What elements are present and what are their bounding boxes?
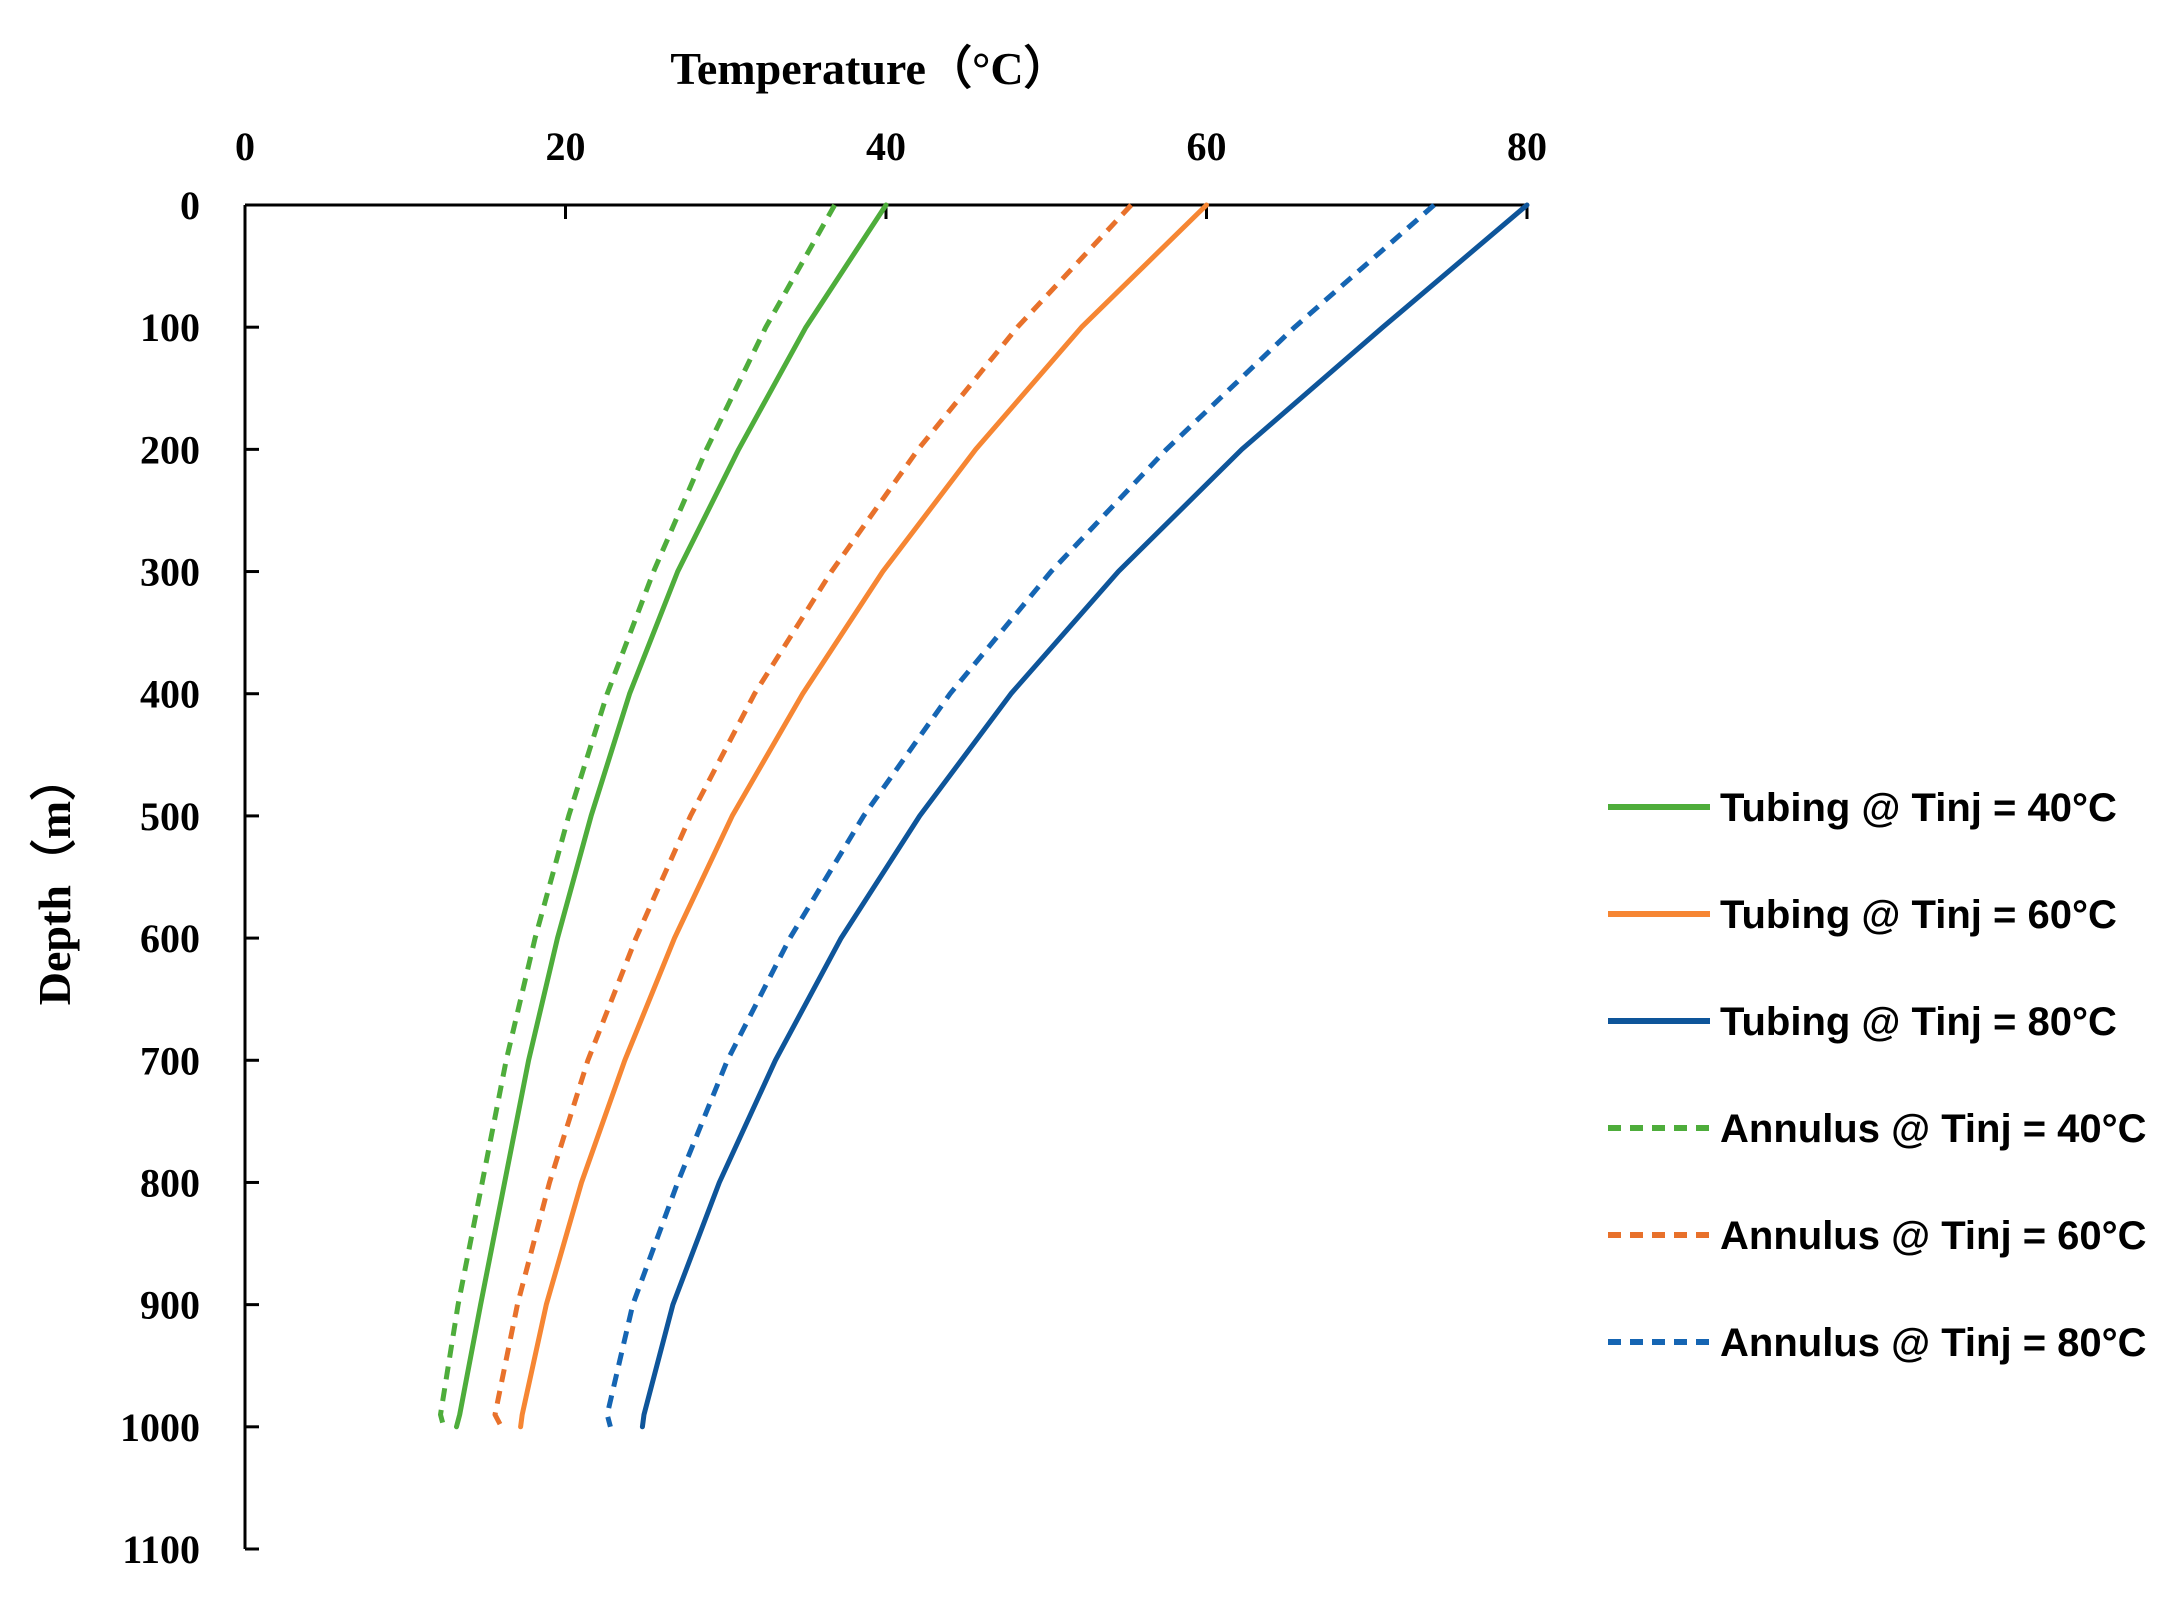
series-line xyxy=(604,203,1436,1428)
y-tick-label: 0 xyxy=(180,183,200,228)
legend-label: Tubing @ Tinj = 40°C xyxy=(1720,786,2117,830)
x-tick-label: 20 xyxy=(546,124,586,169)
axes: 0 20 40 60 800100200300400500600700800900100… xyxy=(120,124,1547,1572)
y-tick-label: 500 xyxy=(140,794,200,839)
y-tick-label: 400 xyxy=(140,672,200,717)
y-tick-label: 300 xyxy=(140,550,200,595)
series-line xyxy=(639,202,1530,1430)
y-tick-label: 1100 xyxy=(122,1527,200,1572)
y-tick-label: 900 xyxy=(140,1283,200,1328)
y-tick-label: 200 xyxy=(140,427,200,472)
series-line xyxy=(438,203,837,1428)
legend-label: Annulus @ Tinj = 60°C xyxy=(1720,1214,2147,1258)
legend-label: Annulus @ Tinj = 80°C xyxy=(1720,1321,2147,1365)
y-tick-label: 800 xyxy=(140,1160,200,1205)
y-axis-title: Depth（m） xyxy=(29,755,80,1005)
y-tick-label: 600 xyxy=(140,916,200,961)
series-group xyxy=(438,202,1530,1430)
y-tick-label: 700 xyxy=(140,1038,200,1083)
legend-label: Tubing @ Tinj = 60°C xyxy=(1720,893,2117,937)
x-tick-label: 40 xyxy=(866,124,906,169)
legend-label: Annulus @ Tinj = 40°C xyxy=(1720,1107,2147,1151)
x-axis-title: Temperature（°C） xyxy=(670,43,1069,94)
legend-label: Tubing @ Tinj = 80°C xyxy=(1720,1000,2117,1044)
legend: Tubing @ Tinj = 40°C Tubing @ Tinj = 60°C… xyxy=(1608,786,2147,1365)
y-tick-label: 1000 xyxy=(120,1405,200,1450)
series-line xyxy=(492,203,1134,1428)
x-tick-label: 60 xyxy=(1187,124,1227,169)
y-tick-label: 100 xyxy=(140,305,200,350)
series-line xyxy=(518,202,1209,1430)
series-line xyxy=(454,202,889,1430)
x-tick-label: 0 xyxy=(235,124,255,169)
x-tick-label: 80 xyxy=(1507,124,1547,169)
